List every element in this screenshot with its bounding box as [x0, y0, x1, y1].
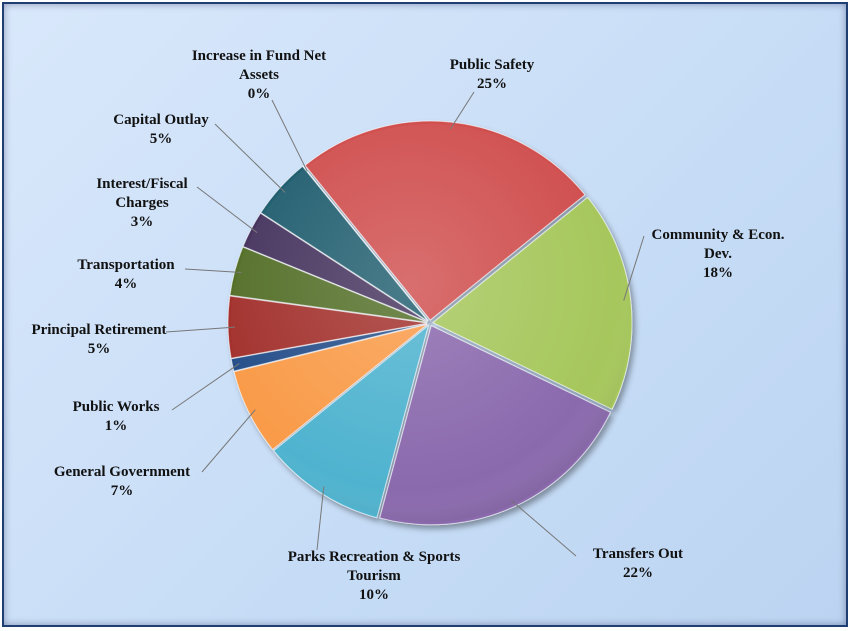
value-label: 7%	[110, 483, 134, 499]
leader-line	[449, 91, 475, 130]
leader-line	[165, 326, 236, 333]
slice-label: Increase in Fund Net Assets 0%	[174, 47, 344, 104]
value-label: 22%	[623, 565, 653, 581]
category-name: General Government	[53, 464, 191, 480]
slice-label: Transfers Out 22%	[558, 545, 718, 583]
pie-group	[227, 120, 633, 526]
category-name: Parks Recreation & Sports Tourism	[287, 549, 461, 584]
leader-line	[171, 363, 240, 411]
slice-label: Interest/Fiscal Charges 3%	[82, 175, 202, 232]
slice-label: Community & Econ. Dev. 18%	[638, 226, 798, 283]
value-label: 10%	[359, 587, 389, 603]
category-name: Interest/Fiscal Charges	[96, 176, 188, 211]
value-label: 3%	[130, 214, 154, 230]
category-name: Increase in Fund Net Assets	[191, 48, 327, 83]
category-name: Transportation	[77, 257, 175, 273]
value-label: 4%	[114, 276, 138, 292]
category-name: Public Works	[72, 399, 160, 415]
slice-label: Principal Retirement 5%	[0, 321, 199, 359]
leader-line	[196, 186, 258, 234]
category-name: Principal Retirement	[31, 322, 167, 338]
leader-line	[271, 99, 308, 172]
value-label: 5%	[149, 131, 173, 147]
slice-label: Public Safety 25%	[392, 56, 592, 94]
value-label: 25%	[477, 76, 507, 92]
category-name: Public Safety	[449, 57, 535, 73]
slice-label: Transportation 4%	[36, 256, 216, 294]
slice-label: Parks Recreation & Sports Tourism 10%	[284, 548, 464, 605]
category-name: Transfers Out	[592, 546, 684, 562]
value-label: 1%	[104, 418, 128, 434]
leader-line	[316, 486, 325, 551]
value-label: 0%	[247, 86, 271, 102]
value-label: 5%	[87, 341, 111, 357]
chart	[165, 91, 645, 557]
slice-label: Capital Outlay 5%	[91, 111, 231, 149]
slice-label: Public Works 1%	[36, 398, 196, 436]
slice-label: General Government 7%	[22, 463, 222, 501]
category-name: Community & Econ. Dev.	[651, 227, 785, 262]
category-name: Capital Outlay	[113, 112, 209, 128]
value-label: 18%	[703, 265, 733, 281]
